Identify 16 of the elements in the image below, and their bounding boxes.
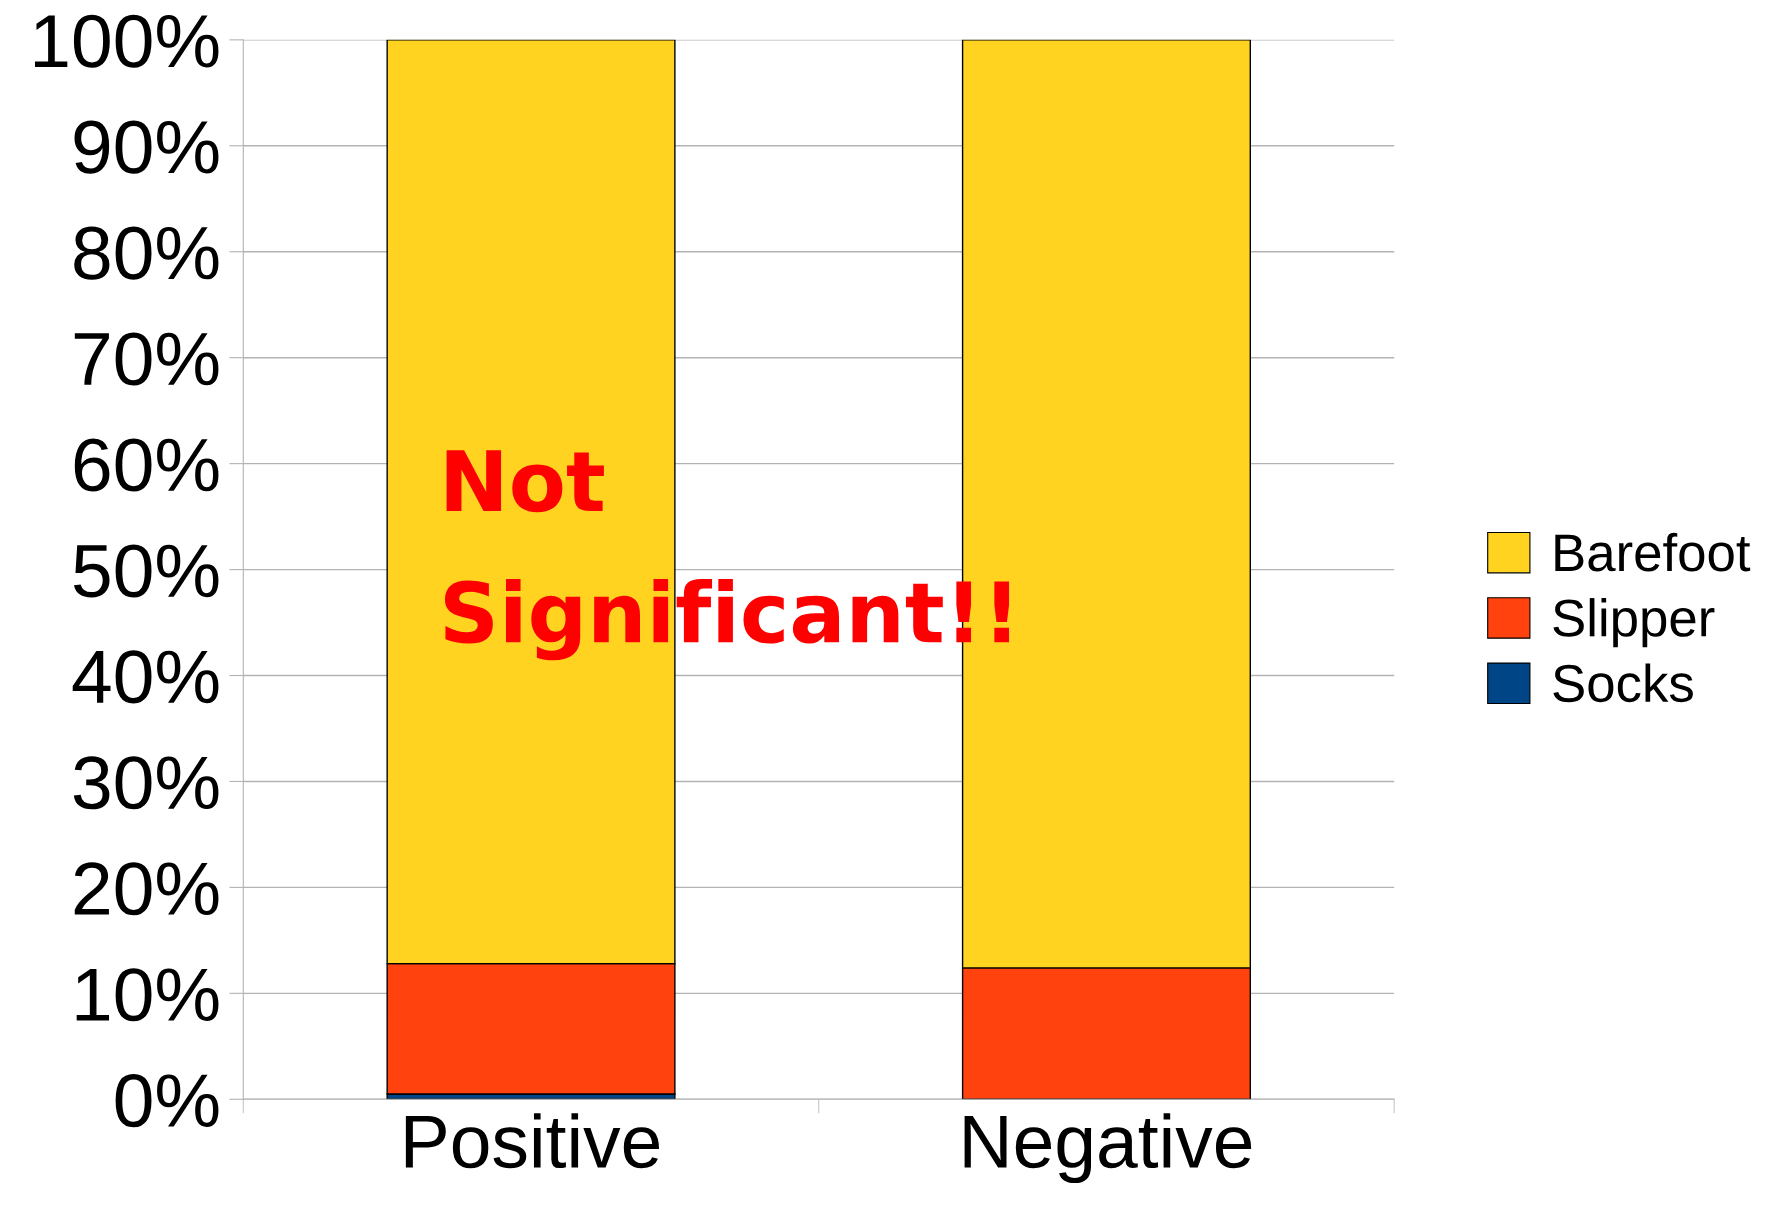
y-tick-label: 50%	[73, 544, 219, 598]
y-tick-label: 30%	[73, 756, 219, 810]
y-tick-label: 10%	[76, 968, 219, 1022]
y-tick-label: 90%	[74, 120, 219, 174]
y-tick-label: 20%	[74, 862, 219, 916]
legend-label: Slipper	[1553, 598, 1715, 648]
y-tick-label: 100%	[35, 14, 219, 68]
y-tick-label: 0%	[115, 1074, 219, 1128]
x-tick-label: Positive	[405, 1113, 659, 1169]
y-tick-label: 60%	[74, 438, 219, 492]
y-tick-label: 40%	[72, 650, 219, 704]
legend-label: Barefoot	[1555, 532, 1751, 572]
y-tick-label: 80%	[74, 226, 219, 280]
y-tick-label: 70%	[74, 332, 219, 386]
legend-label: Socks	[1553, 663, 1693, 703]
x-tick-label: Negative	[964, 1113, 1252, 1184]
